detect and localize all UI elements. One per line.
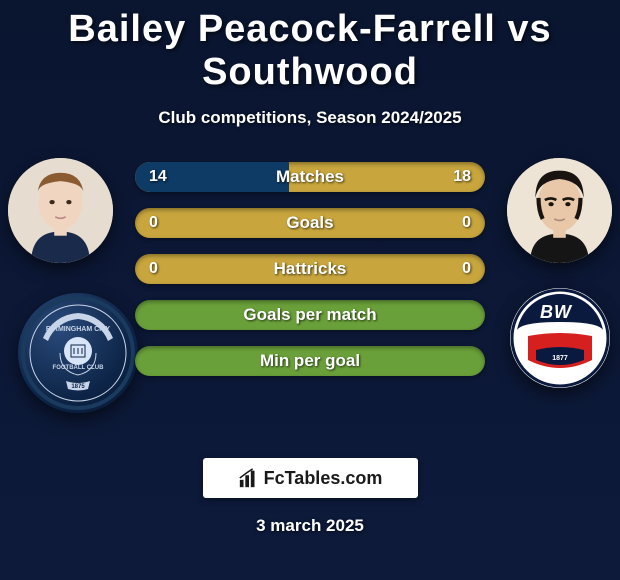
svg-text:FOOTBALL CLUB: FOOTBALL CLUB bbox=[53, 365, 105, 371]
bar-label: Goals bbox=[135, 208, 485, 238]
comparison-panel: BIRMINGHAM CITY FOOTBALL CLUB 1875 B W 1… bbox=[0, 158, 620, 418]
date-text: 3 march 2025 bbox=[0, 516, 620, 536]
subtitle: Club competitions, Season 2024/2025 bbox=[0, 108, 620, 128]
player-right-avatar bbox=[507, 158, 612, 263]
stat-bar: Goals0 0 bbox=[135, 208, 485, 238]
svg-text:W: W bbox=[554, 302, 573, 322]
svg-text:B: B bbox=[540, 302, 553, 322]
svg-text:1875: 1875 bbox=[71, 384, 85, 390]
player-left-avatar bbox=[8, 158, 113, 263]
bar-label: Matches bbox=[135, 162, 485, 192]
club-left-logo: BIRMINGHAM CITY FOOTBALL CLUB 1875 bbox=[18, 293, 138, 413]
stat-bar: Hattricks0 0 bbox=[135, 254, 485, 284]
stat-bar: Matches14 18 bbox=[135, 162, 485, 192]
svg-text:BIRMINGHAM CITY: BIRMINGHAM CITY bbox=[46, 326, 110, 333]
bar-value-left: 0 bbox=[149, 254, 158, 284]
brand-badge: FcTables.com bbox=[203, 458, 418, 498]
brand-text: FcTables.com bbox=[264, 468, 383, 489]
club-right-logo: B W 1877 bbox=[510, 288, 610, 388]
bar-value-left: 14 bbox=[149, 162, 167, 192]
stat-bar: Goals per match bbox=[135, 300, 485, 330]
bar-label: Goals per match bbox=[135, 300, 485, 330]
bar-value-right: 18 bbox=[453, 162, 471, 192]
bar-label: Min per goal bbox=[135, 346, 485, 376]
bar-value-right: 0 bbox=[462, 254, 471, 284]
stat-bar: Min per goal bbox=[135, 346, 485, 376]
bars-icon bbox=[238, 467, 260, 489]
page-title: Bailey Peacock-Farrell vs Southwood bbox=[0, 0, 620, 94]
bar-value-right: 0 bbox=[462, 208, 471, 238]
bar-label: Hattricks bbox=[135, 254, 485, 284]
svg-text:1877: 1877 bbox=[552, 355, 568, 362]
bar-value-left: 0 bbox=[149, 208, 158, 238]
stat-bars: Matches1418Goals00Hattricks00Goals per m… bbox=[135, 162, 485, 392]
